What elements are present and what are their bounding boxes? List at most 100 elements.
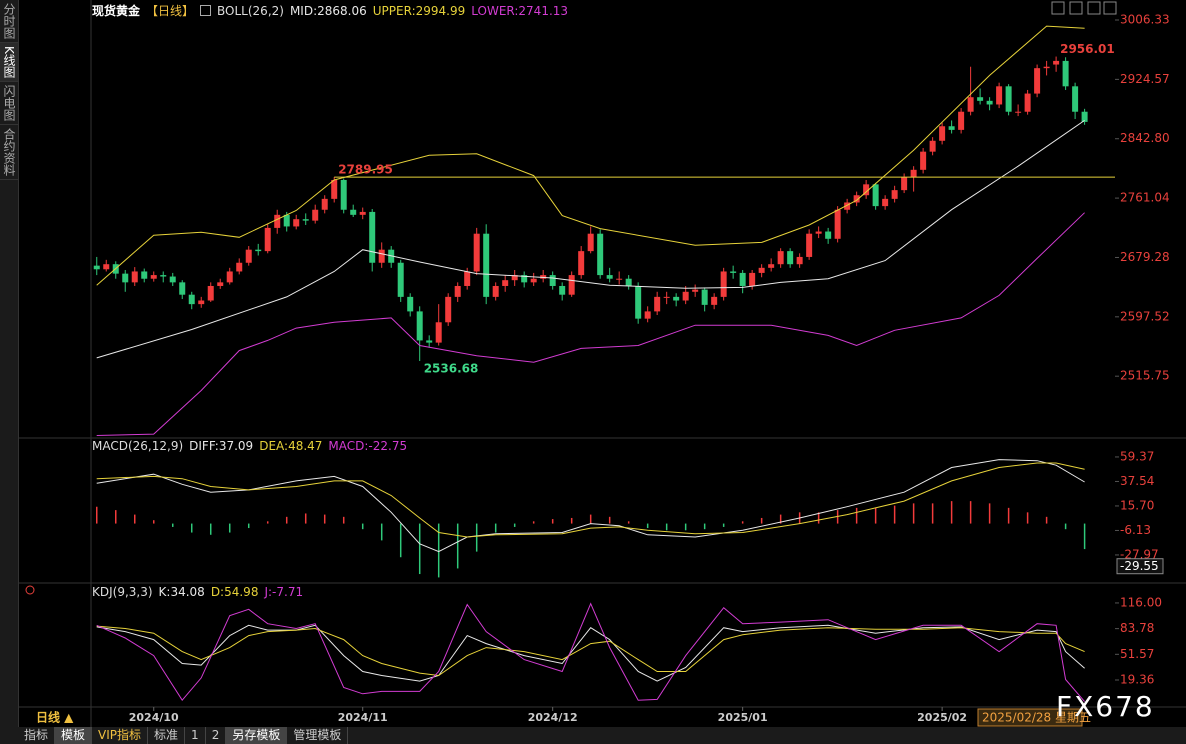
candle-body [996,86,1003,105]
candle-body [312,209,319,221]
candle-body [635,285,642,319]
candle-body [986,100,993,105]
candle-body [321,198,328,210]
candle-body [188,294,195,305]
window-button[interactable] [1087,1,1101,15]
legend-entry: DIFF:37.09 [189,439,254,453]
candle-body [834,209,841,239]
tab[interactable]: 模板 [55,727,93,744]
candle-body [122,273,129,283]
indicator: BOLL(26,2) [217,3,284,18]
tab[interactable]: 管理模板 [287,727,349,744]
boll-line [96,119,1085,359]
sidebar-tab[interactable]: 闪电图 [0,82,18,125]
candle-body [131,271,138,283]
x-tick-label: 2024/12 [528,711,578,724]
panel-icon[interactable] [25,585,35,595]
candle-body [863,184,870,196]
tab[interactable]: 标准 [148,727,186,744]
sidebar-tab[interactable]: K线图 [0,43,18,82]
tab[interactable]: 1 [185,727,206,744]
candle-body [521,275,528,283]
candle-body [910,169,917,178]
candle-body [255,249,262,252]
y-tick-label: 3006.33 [1120,13,1170,27]
candle-body [502,280,509,286]
sidebar-tab[interactable]: 合约资料 [0,125,18,180]
period: 【日线】 [146,4,195,18]
main-header: 现货黄金 【日线】 BOLL(26,2) MID:2868.06 UPPER:29… [92,2,568,19]
candle-body [758,267,765,273]
candle-body [397,262,404,297]
candle-body [264,227,271,252]
candle-body [939,126,946,141]
y-tick-label: 2679.28 [1120,250,1170,264]
tab[interactable]: 指标 [18,727,56,744]
x-tick-label: 2024/11 [338,711,388,724]
period-button[interactable]: 日线 ▲ [36,710,74,725]
candle-body [331,179,338,199]
candle-body [378,249,385,263]
icon[interactable] [200,5,212,16]
candle-body [597,233,604,276]
y-tick-label: 2924.57 [1120,72,1170,86]
candle-body [806,233,813,257]
candle-body [141,271,148,279]
candle-body [796,256,803,265]
candle-body [825,231,832,239]
candle-body [720,271,727,297]
candle-body [160,275,167,277]
window-button[interactable] [1051,1,1065,15]
candle-body [1034,68,1041,94]
boll-line [96,25,1085,286]
cursor-date: 2025/02/28 星期五 [982,711,1091,725]
candle-body [416,311,423,341]
y-tick-label: 2761.04 [1120,191,1170,205]
candle-body [245,249,252,263]
window-button[interactable] [1103,1,1117,15]
y-tick-label: 37.54 [1120,474,1154,488]
candle-body [407,296,414,312]
candle-body [103,264,110,270]
candle-body [701,289,708,305]
candle-body [226,271,233,283]
candle-body [283,214,290,227]
candle-body [426,340,433,343]
legend-entry: UPPER:2994.99 [372,3,466,18]
legend-entry: MACD:-22.75 [328,439,408,453]
macd-header: MACD(26,12,9) DIFF:37.09 DEA:48.47 MACD:-2… [92,439,407,453]
y-tick-label: 15.70 [1120,498,1154,512]
candle-body [464,271,471,286]
macd-line [96,459,1085,553]
tab[interactable]: 另存模板 [226,727,288,744]
legend-entry: J:-7.71 [264,585,304,599]
candle-body [236,262,243,272]
candle-body [1024,93,1031,112]
candle-body [530,278,537,283]
kdj-line [96,625,1085,677]
candle-body [559,285,566,295]
legend-entry: D:54.98 [210,585,259,599]
candle-body [692,289,699,292]
candle-body [93,265,100,270]
window-button[interactable] [1069,1,1083,15]
sidebar-tab[interactable]: 分时图 [0,0,18,43]
x-tick-label: 2024/10 [129,711,179,724]
tab[interactable]: VIP指标 [92,727,149,744]
tab[interactable]: 2 [206,727,227,744]
y-tick-label: -27.97 [1120,547,1159,561]
candle-body [1062,60,1069,87]
candle-body [958,111,965,130]
y-tick-label: 2842.80 [1120,131,1170,145]
x-tick-label: 2025/01 [718,711,768,724]
candle-body [492,285,499,297]
sidebar: 分时图 K线图 闪电图 合约资料 [0,0,19,744]
candle-body [435,322,442,343]
y-tick-label: 2515.75 [1120,369,1170,383]
candle-body [169,276,176,283]
legend-entry: MID:2868.06 [289,3,367,18]
candle-body [872,184,879,207]
candle-body [853,195,860,203]
y-tick-label: 2597.52 [1120,309,1170,323]
candle-body [207,285,214,301]
